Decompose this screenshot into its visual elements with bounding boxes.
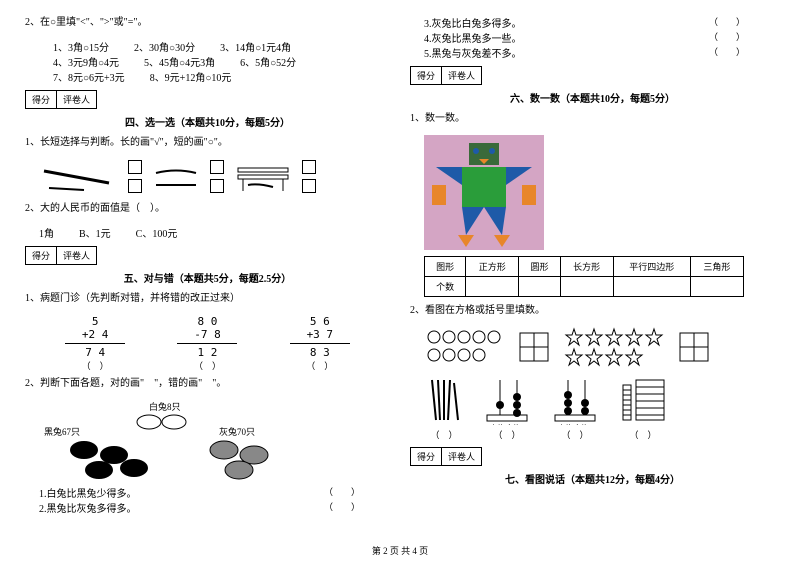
page-footer: 第 2 页 共 4 页 [0,544,800,557]
black-rabbit-label: 黑兔67只 [44,426,80,437]
judge-1: 1.白兔比黑兔少得多。 [39,485,137,500]
section-6-title: 六、数一数（本题共10分，每题5分） [410,90,775,105]
section-4-title: 四、选一选（本题共10分，每题5分） [25,114,390,129]
q2-item: 4、3元9角○4元 [53,54,119,69]
score-box-5: 得分评卷人 [25,246,97,265]
q2-item: 2、30角○30分 [134,39,195,54]
fruit-count [410,327,775,367]
q5-2: 2、判断下面各题，对的画" "，错的画" "。 [25,376,390,392]
svg-text:十位 个位: 十位 个位 [558,423,588,425]
section-5-title: 五、对与错（本题共5分，每题2.5分） [25,270,390,285]
score-box-6: 得分评卷人 [410,66,482,85]
q6-2: 2、看图在方格或括号里填数。 [410,303,775,319]
judge-5: 5.黑兔与灰兔差不多。 [424,45,522,60]
q2-item: 6、5角○52分 [240,54,296,69]
judge-3: 3.灰兔比白兔多得多。 [424,15,522,30]
q2-item: 3、14角○1元4角 [220,39,291,54]
svg-text:十位 个位: 十位 个位 [490,423,520,425]
gray-rabbit-label: 灰兔70只 [219,426,255,437]
robot-figure [424,135,544,250]
opt: C、100元 [136,225,178,240]
score-box-4: 得分评卷人 [25,90,97,109]
q2-item: 5、45角○4元3角 [144,54,215,69]
section-7-title: 七、看图说话（本题共12分，每题4分） [410,471,775,486]
length-compare [25,159,390,197]
judge-4: 4.灰兔比黑兔多一些。 [424,30,522,45]
judge-2: 2.黑兔比灰兔多得多。 [39,500,137,515]
opt: 1角 [39,225,54,240]
q2-item: 1、3角○15分 [53,39,109,54]
score-box-7: 得分评卷人 [410,447,482,466]
rabbit-image: 白兔8只 黑兔67只 灰兔70只 [25,400,390,485]
q6-1: 1、数一数。 [410,111,775,127]
shape-count-table: 图形正方形圆形长方形平行四边形三角形 个数 [424,256,744,297]
counting-objects: （ ） 十位 个位（ ） 十位 个位（ ） （ ） [410,375,775,441]
q5-1: 1、病题门诊（先判断对错，并将错的改正过来） [25,291,390,307]
q2-item: 8、9元+12角○10元 [150,69,232,84]
math-problems: 5+2 47 4（ ） 8 0-7 81 2（ ） 5 6+3 78 3（ ） [39,315,376,372]
white-rabbit-label: 白兔8只 [149,401,181,412]
q2-item: 7、8元○6元+3元 [53,69,125,84]
q2-title: 2、在○里填"<"、">"或"="。 [25,15,390,31]
q4-1: 1、长短选择与判断。长的画"√"，短的画"○"。 [25,135,390,151]
q4-2: 2、大的人民币的面值是（ ）。 [25,201,390,217]
opt: B、1元 [79,225,111,240]
